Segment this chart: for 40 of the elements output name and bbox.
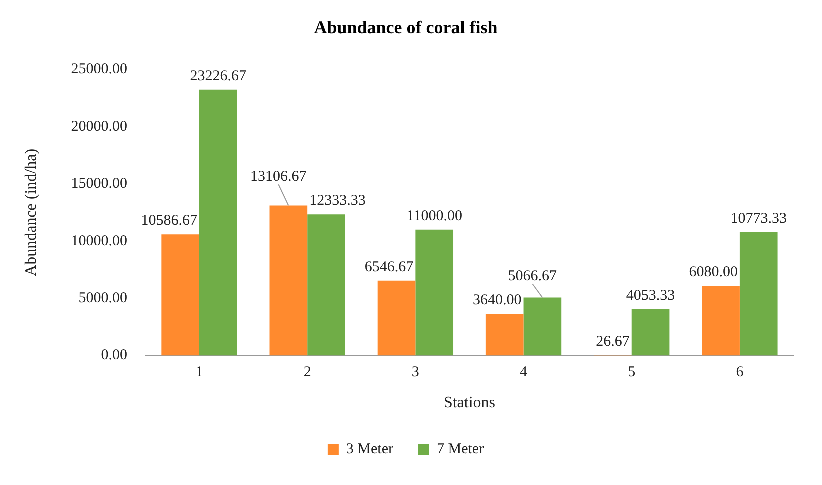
data-label: 13106.67 [250,169,308,186]
y-tick-label: 20000.00 [71,118,128,135]
y-axis-title: Abundance (ind/ha) [22,148,40,276]
x-tick-label: 3 [412,364,420,381]
data-label: 23226.67 [190,68,248,84]
y-tick-label: 15000.00 [71,176,128,192]
bar [270,206,308,356]
data-label: 10586.67 [141,213,198,230]
chart-title: Abundance of coral fish [314,17,498,38]
data-label: 12333.33 [310,193,366,210]
data-label: 3640.00 [473,292,522,309]
data-label: 4053.33 [626,288,676,304]
bar [524,298,562,356]
data-label: 5066.67 [508,268,558,285]
legend-label: 7 Meter [437,441,484,458]
y-tick-label: 5000.00 [78,290,128,306]
data-label: 11000.00 [406,208,462,224]
y-tick-label: 0.00 [101,348,128,364]
data-label: 6080.00 [689,264,738,281]
x-tick-label: 5 [628,364,636,381]
bar [416,230,454,356]
bar [486,314,524,356]
bar [740,232,778,356]
bar [702,286,740,356]
bar [378,280,416,356]
data-label: 26.67 [596,334,630,350]
bar [308,214,346,356]
bar [162,234,200,356]
legend-label: 3 Meter [346,441,394,458]
x-tick-label: 6 [736,364,744,381]
x-tick-label: 1 [196,364,204,381]
x-axis-title: Stations [444,394,496,412]
y-tick-label: 25000.00 [71,62,128,78]
bar [632,309,670,356]
data-label: 10773.33 [730,210,787,227]
bar [199,90,238,356]
x-tick-label: 2 [304,364,312,381]
y-tick-label: 10000.00 [71,233,128,250]
x-tick-label: 4 [520,364,528,381]
data-label: 6546.67 [364,259,414,276]
